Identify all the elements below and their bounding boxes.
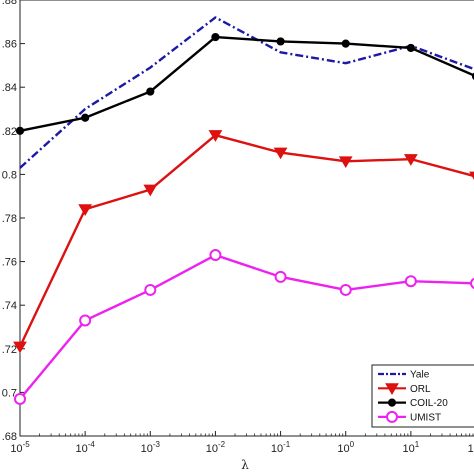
data-point-marker bbox=[15, 126, 25, 135]
x-axis-label: λ bbox=[241, 458, 249, 472]
y-tick-label: .76 bbox=[2, 257, 17, 269]
x-tick-label: 100 bbox=[337, 440, 354, 455]
data-point-marker bbox=[14, 392, 26, 405]
data-point-marker bbox=[403, 154, 418, 166]
data-point-marker bbox=[406, 43, 415, 53]
legend-entry: Yale bbox=[410, 370, 430, 381]
legend-entry: COIL-20 bbox=[410, 398, 448, 409]
data-point-marker bbox=[387, 398, 397, 407]
y-tick-label: .88 bbox=[2, 0, 17, 7]
data-point-marker bbox=[146, 87, 155, 96]
data-point-marker bbox=[209, 249, 222, 262]
data-point-marker bbox=[386, 410, 398, 423]
x-tick-label: 10-3 bbox=[141, 440, 161, 455]
data-point-marker bbox=[385, 383, 399, 395]
x-tick-label: 10-1 bbox=[271, 440, 291, 455]
data-point-marker bbox=[339, 283, 352, 296]
data-point-marker bbox=[143, 184, 158, 197]
y-tick-label: .84 bbox=[2, 82, 17, 94]
data-point-marker bbox=[338, 156, 353, 169]
series-line-yale bbox=[19, 16, 474, 169]
series-line-orl bbox=[18, 133, 474, 348]
series-line-coil-20 bbox=[19, 35, 474, 132]
x-tick-label: 10-5 bbox=[10, 440, 30, 455]
y-tick-label: .82 bbox=[2, 126, 17, 138]
data-point-marker bbox=[273, 147, 288, 160]
y-tick-label: .68 bbox=[2, 431, 17, 443]
x-tick-label: 10-2 bbox=[206, 440, 226, 455]
legend-entry: ORL bbox=[410, 384, 431, 395]
x-tick-label: 101 bbox=[403, 440, 420, 455]
y-tick-label: .86 bbox=[2, 39, 17, 51]
y-tick-label: .78 bbox=[2, 213, 17, 225]
legend-entry: UMIST bbox=[410, 412, 441, 423]
data-point-marker bbox=[470, 277, 474, 290]
x-tick-label: 102 bbox=[468, 440, 474, 455]
x-tick-label: 10-4 bbox=[75, 440, 95, 455]
data-point-marker bbox=[208, 130, 223, 142]
data-point-marker bbox=[79, 314, 92, 327]
data-point-marker bbox=[144, 283, 157, 296]
y-tick-label: 0.7 bbox=[2, 387, 17, 399]
data-point-marker bbox=[341, 39, 350, 48]
data-point-marker bbox=[13, 341, 27, 354]
data-point-marker bbox=[469, 171, 474, 180]
series-layer bbox=[18, 16, 474, 400]
data-point-marker bbox=[404, 275, 417, 288]
tick-labels: .68 0.7 .72 .74 .76 .78 0.8 .82 .84 .86 .88 10-5 10-… bbox=[2, 0, 474, 455]
marker-layer bbox=[13, 32, 474, 405]
legend: Yale ORL COIL-20 UMIST bbox=[371, 364, 474, 428]
data-point-marker bbox=[78, 204, 93, 216]
data-point-marker bbox=[276, 37, 285, 46]
y-tick-label: .72 bbox=[2, 344, 17, 356]
data-point-marker bbox=[211, 32, 220, 42]
data-point-marker bbox=[81, 113, 90, 122]
y-tick-label: .74 bbox=[2, 300, 17, 312]
axes-frame bbox=[19, 0, 474, 437]
data-point-marker bbox=[274, 270, 287, 283]
y-tick-label: 0.8 bbox=[2, 169, 17, 181]
series-line-umist bbox=[19, 253, 474, 400]
